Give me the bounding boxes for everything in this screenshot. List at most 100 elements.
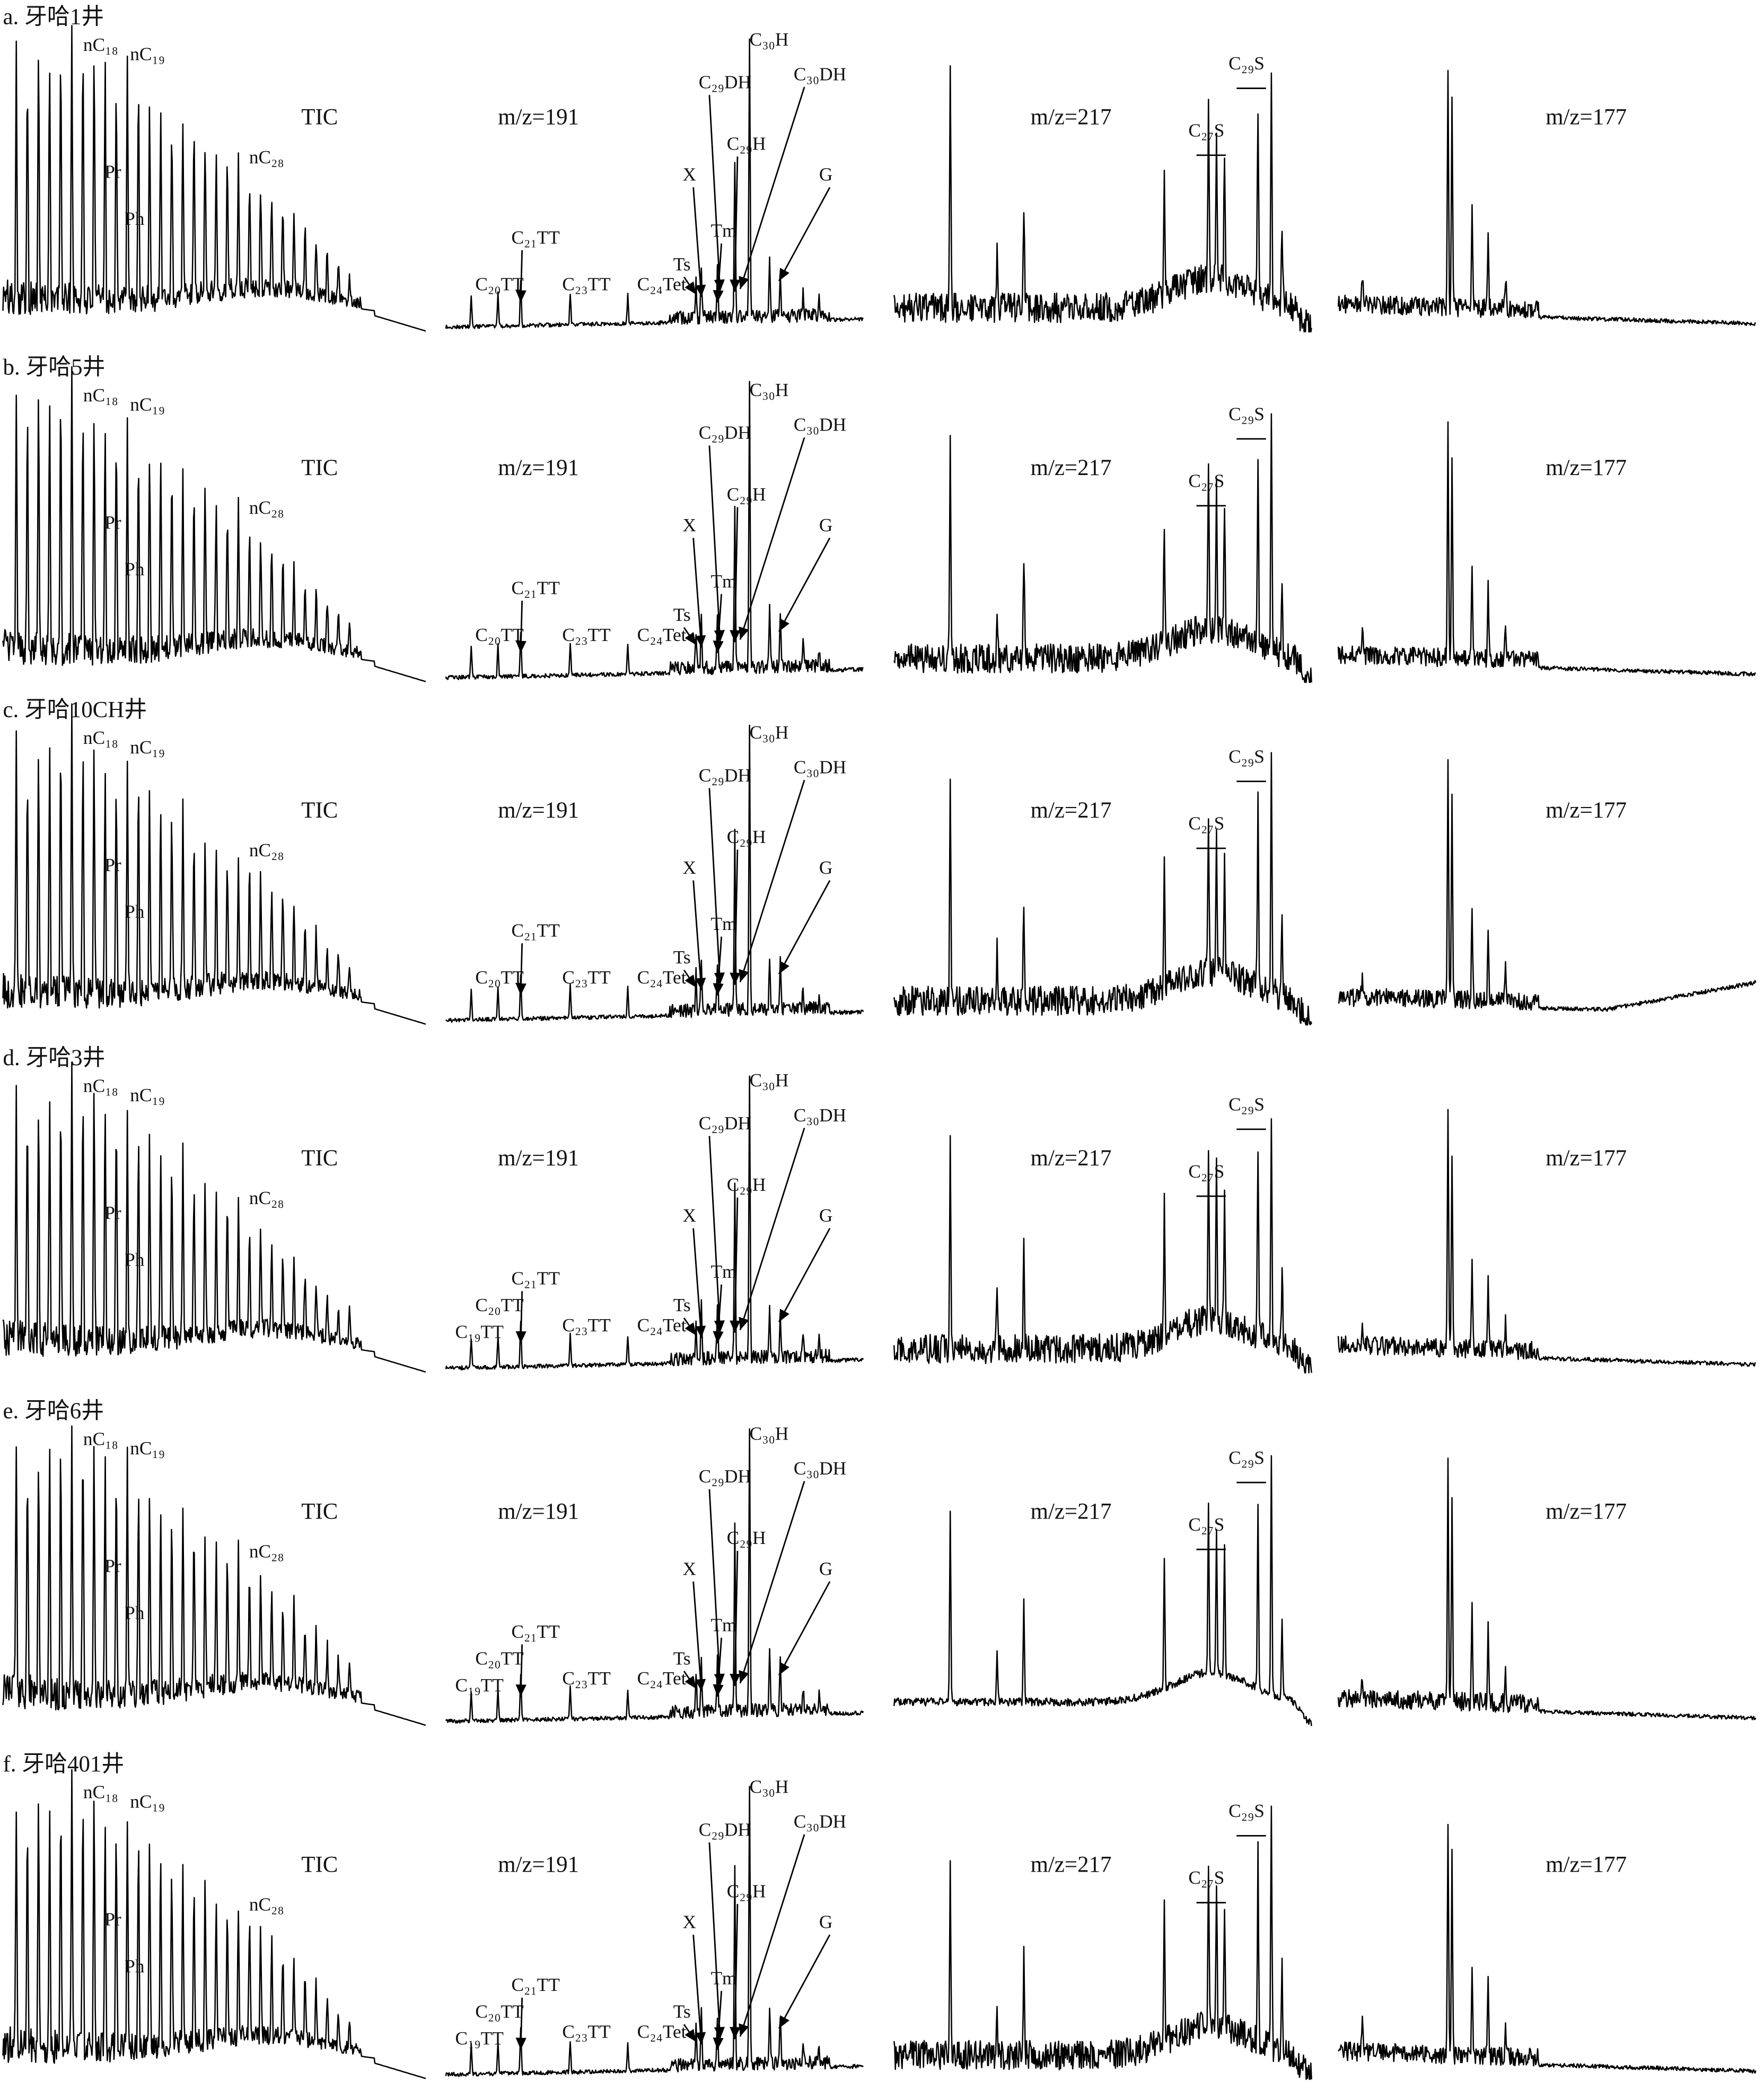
trace (893, 1805, 1312, 2080)
peak-label: C₂₁TT (511, 227, 559, 248)
peak-label: nC₁₉ (130, 1438, 165, 1459)
arrow-head (684, 2029, 696, 2042)
peak-label: Tm (710, 1968, 736, 1988)
peak-label: C₂₉DH (699, 1113, 751, 1134)
panel-title: m/z=177 (1546, 455, 1627, 480)
peak-label: nC₁₉ (130, 1791, 165, 1812)
peak-label: C₃₀DH (794, 64, 846, 84)
arrow (739, 86, 805, 289)
panel-title: m/z=217 (1031, 455, 1112, 480)
arrow-head (730, 279, 741, 292)
arrow (778, 537, 831, 632)
peak-label: Pr (104, 1202, 121, 1223)
peak-label: nC₂₈ (249, 147, 284, 168)
peak-label: C₂₃TT (562, 2021, 610, 2042)
arrow (734, 1550, 739, 1686)
trace (1338, 1823, 1757, 2074)
panel-title: TIC (301, 455, 338, 480)
peak-label: C₂₉H (727, 1881, 766, 1901)
arrow-head (713, 2037, 724, 2050)
arrow-head (695, 1679, 706, 1691)
panel-title: m/z=191 (498, 1499, 579, 1524)
row-label: d. 牙哈3井 (3, 1046, 105, 1070)
peak-label: C₂₇S (1188, 1514, 1224, 1535)
peak-label: C₃₀H (750, 29, 789, 50)
peak-label: nC₁₈ (83, 1075, 118, 1096)
peak-label: G (819, 1558, 833, 1579)
peak-label: G (819, 857, 833, 878)
arrow-head (739, 276, 749, 289)
peak-label: C₂₀TT (475, 625, 523, 645)
arrow (692, 1581, 703, 1691)
arrow-head (515, 290, 526, 303)
peak-label: nC₂₈ (249, 1188, 284, 1208)
arrow-head (730, 630, 741, 643)
peak-label: C₂₁TT (511, 920, 559, 941)
panel-title: m/z=217 (1031, 105, 1112, 130)
peak-label: nC₁₈ (83, 1428, 118, 1449)
arrow (734, 1904, 739, 2039)
panel-title: m/z=177 (1546, 798, 1627, 823)
panel-title: m/z=177 (1546, 1146, 1627, 1171)
peak-label: C₂₄Tet (637, 967, 687, 988)
peak-label: Pr (104, 1556, 121, 1576)
peak-label: Ts (673, 2002, 691, 2022)
arrow-head (695, 978, 706, 990)
peak-label: nC₁₈ (83, 727, 118, 748)
peak-label: C₂₉DH (699, 1466, 751, 1487)
arrow-head (695, 284, 706, 297)
peak-label: G (819, 164, 833, 185)
peak-label: C₂₄Tet (637, 625, 687, 645)
peak-label: C₃₀H (750, 722, 789, 743)
peak-label: C₂₉H (727, 1174, 766, 1195)
peak-label: C₂₀TT (475, 274, 523, 295)
peak-label: X (682, 857, 696, 878)
panel-title: m/z=191 (498, 105, 579, 130)
panel-title: TIC (301, 1146, 338, 1171)
peak-label: C₃₀DH (794, 415, 846, 435)
peak-label: Ph (125, 1249, 145, 1270)
trace (2, 703, 426, 1025)
arrow-head (779, 268, 789, 281)
peak-label: C₂₃TT (562, 1668, 610, 1689)
arrow-head (730, 1320, 741, 1333)
peak-label: Ts (673, 1295, 691, 1315)
peak-label: Tm (710, 571, 736, 592)
arrow-head (779, 2015, 789, 2029)
peak-label: C₂₀TT (475, 1295, 523, 1315)
panel-title: m/z=217 (1031, 1146, 1112, 1171)
peak-label: Ph (125, 559, 145, 580)
peak-label: X (682, 1205, 696, 1226)
arrow-head (714, 1673, 725, 1686)
peak-label: C₂₉S (1228, 403, 1265, 424)
peak-label: X (682, 1912, 696, 1933)
peak-label: C₂₇S (1188, 120, 1224, 141)
trace (2, 1061, 426, 1373)
arrow (708, 445, 721, 643)
arrow-head (684, 1322, 696, 1336)
arrow (734, 849, 739, 985)
peak-label: Ts (673, 1648, 691, 1669)
arrow-head (779, 1309, 789, 1322)
arrow (739, 437, 805, 640)
row-label: e. 牙哈6井 (3, 1399, 104, 1424)
peak-label: C₂₇S (1188, 471, 1224, 491)
peak-label: C₂₉H (727, 134, 766, 154)
peak-label: Ph (125, 1956, 145, 1977)
panel-title: m/z=177 (1546, 1853, 1627, 1877)
peak-label: C₂₃TT (562, 625, 610, 645)
arrow (708, 1136, 721, 1333)
trace (893, 1455, 1312, 1726)
arrow-head (739, 626, 749, 640)
peak-label: Tm (710, 221, 736, 241)
peak-label: C₂₄Tet (637, 2021, 687, 2042)
peak-label: C₃₀H (750, 1777, 789, 1797)
peak-label: C₂₇S (1188, 1161, 1224, 1182)
arrow (708, 788, 721, 985)
arrow-head (695, 1325, 706, 1338)
peak-label: C₂₉S (1228, 746, 1265, 767)
arrow-head (695, 635, 706, 648)
arrow-head (515, 640, 526, 653)
trace (2, 1769, 426, 2079)
arrow-head (713, 983, 724, 996)
